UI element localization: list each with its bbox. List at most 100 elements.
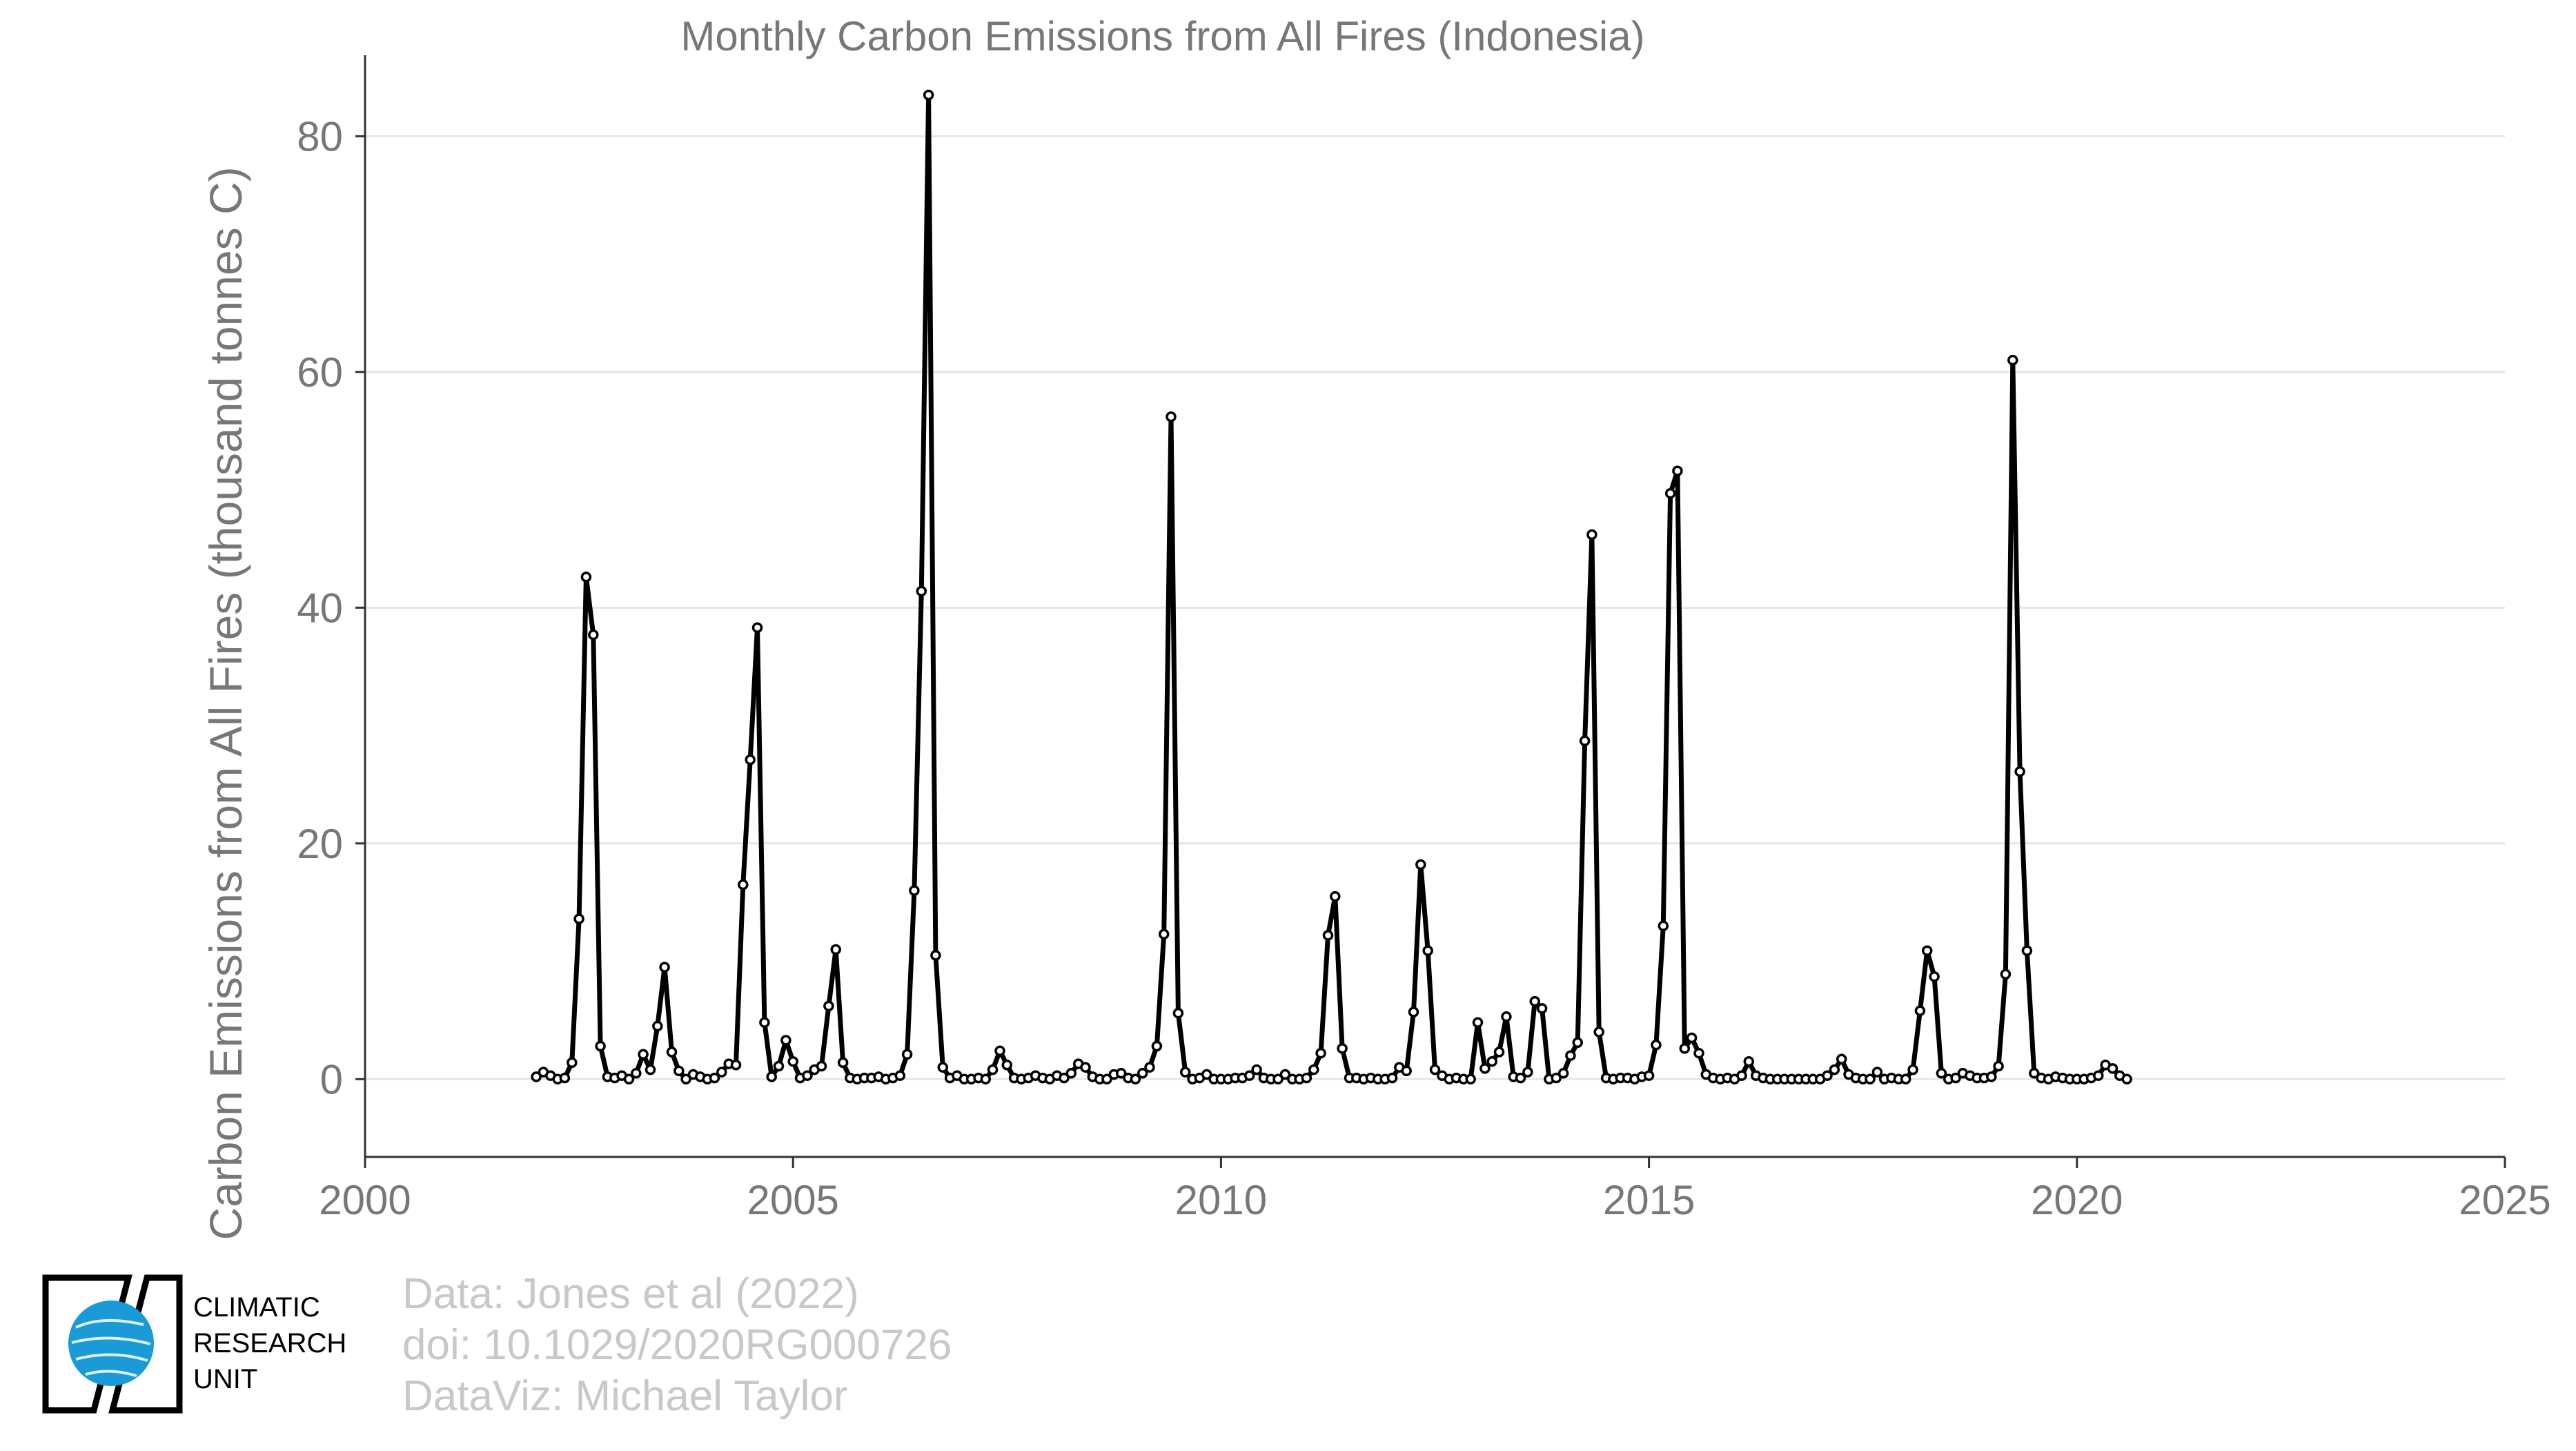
globe-icon [68,1301,154,1386]
data-point [766,1071,777,1082]
data-point [751,622,763,634]
logo-line-unit: UNIT [193,1364,258,1394]
data-point [759,1017,770,1029]
data-point [1065,1068,1077,1079]
data-point [1422,945,1433,956]
data-point [1865,1073,1876,1085]
data-point [738,879,749,890]
logo-line-climatic: CLIMATIC [193,1292,320,1323]
data-point [1529,995,1540,1007]
data-point [631,1068,642,1079]
data-point [1693,1047,1704,1059]
data-point [1322,930,1334,941]
data-point [901,1049,913,1060]
data-point [1415,859,1426,870]
data-point [1986,1071,1997,1082]
data-point [1080,1062,1091,1073]
data-point [666,1046,678,1058]
data-point [1158,928,1170,940]
data-point [1279,1069,1291,1080]
data-point [1137,1068,1148,1079]
x-tick-label-2005: 2005 [747,1177,838,1223]
data-point [709,1072,720,1084]
data-point [1493,1046,1505,1058]
axes [355,55,2506,1168]
data-point [1914,1005,1926,1017]
y-tick-label-0: 0 [320,1056,343,1102]
data-point [980,1073,992,1085]
data-point [2093,1070,2104,1081]
data-point [802,1070,813,1081]
data-point [1408,1006,1419,1017]
x-tick-label-2015: 2015 [1603,1177,1695,1223]
data-point [1243,1070,1255,1081]
y-tick-label-60: 60 [297,349,343,396]
data-point [2021,945,2033,956]
data-point [930,950,941,961]
data-point [659,962,670,973]
data-point [1536,1003,1548,1014]
data-point [1522,1067,1533,1078]
cru-logo-mark [42,1274,183,1414]
data-point [623,1073,635,1085]
data-point [773,1060,785,1072]
data-point [816,1060,827,1072]
data-point [1179,1067,1191,1078]
data-point [1829,1064,1840,1075]
data-point [787,1055,798,1067]
data-point [595,1040,606,1052]
data-point [531,1071,542,1082]
data-point [1593,1026,1604,1038]
data-point [1586,529,1597,541]
data-point [987,1064,999,1075]
data-point [638,1049,649,1060]
data-point [1172,1007,1184,1019]
data-point [1272,1073,1284,1085]
data-point [2000,968,2012,980]
data-point [1486,1055,1497,1067]
data-point [1736,1070,1747,1081]
data-point [2107,1063,2118,1074]
data-point [1429,1064,1441,1075]
data-point [1993,1060,2004,1072]
data-point [1651,1040,1662,1051]
x-tick-label-2000: 2000 [319,1177,411,1223]
data-point [1921,945,1933,956]
data-point [1166,411,1177,422]
data-series [531,89,2132,1085]
data-point [567,1057,578,1069]
data-point [1465,1073,1476,1085]
data-point [994,1045,1005,1057]
data-point [745,754,756,766]
data-point [1144,1062,1155,1073]
data-point [1679,1043,1691,1054]
dataviz-credit: DataViz: Michael Taylor [402,1372,848,1420]
y-axis-label: Carbon Emissions from All Fires (thousan… [200,166,251,1240]
data-point [573,913,584,924]
data-point [1551,1072,1562,1084]
data-point [645,1064,656,1075]
data-point [1301,1072,1312,1084]
data-point [780,1035,792,1046]
data-point [937,1062,949,1073]
data-point [1501,1011,1512,1022]
logo-frame-left [42,1274,132,1414]
data-point [1001,1060,1013,1071]
data-point [1130,1073,1141,1085]
data-point [823,1000,834,1012]
logo-line-research: RESEARCH [193,1328,347,1359]
data-point [2029,1068,2040,1079]
data-point [652,1020,663,1032]
data-point [716,1067,727,1078]
data-point [1900,1073,1911,1085]
data-point [730,1060,742,1071]
data-point [1664,487,1676,499]
data-point [1059,1072,1070,1084]
chart-title: Monthly Carbon Emissions from All Fires … [680,13,1644,59]
footer-credits: Data: Jones et al (2022) doi: 10.1029/20… [402,1269,952,1422]
data-point [894,1070,906,1081]
data-point [1907,1064,1918,1075]
cru-logo: CLIMATIC RESEARCH UNIT [40,1272,378,1417]
data-point [1557,1068,1569,1079]
